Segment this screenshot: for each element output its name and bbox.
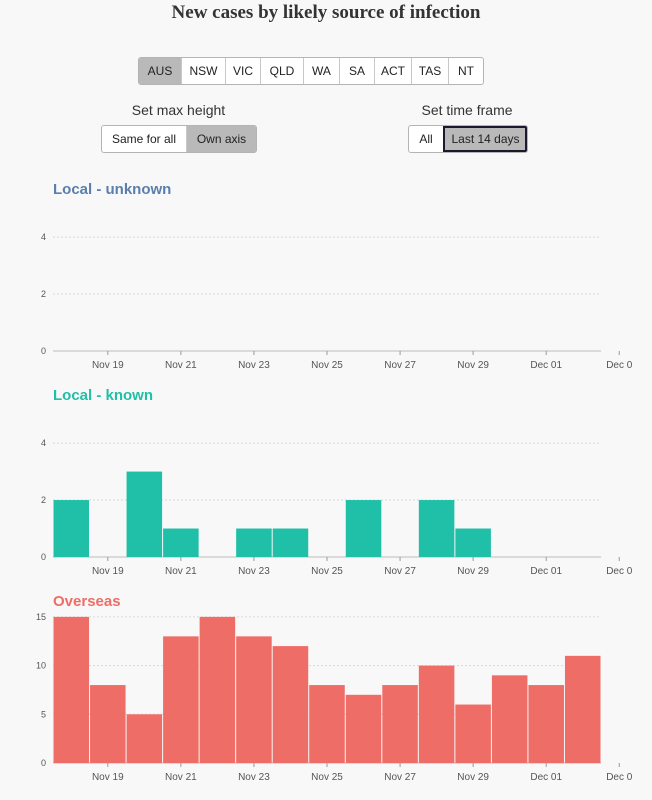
bar-nov-21[interactable]: [163, 636, 199, 763]
x-tick-label: Dec 01: [530, 566, 562, 577]
bar-nov-20[interactable]: [126, 714, 163, 763]
y-tick-label: 5: [41, 709, 46, 719]
regions-option-qld[interactable]: QLD: [260, 58, 303, 84]
bar-nov-30[interactable]: [491, 675, 528, 763]
time-frame-option-all[interactable]: All: [419, 132, 433, 146]
bar-nov-24[interactable]: [272, 646, 309, 763]
y-tick-label: 15: [36, 612, 46, 622]
bar-nov-18[interactable]: [53, 616, 90, 763]
x-tick-label: Dec 0: [606, 772, 633, 783]
bar-nov-29[interactable]: [455, 704, 491, 763]
bar-nov-23[interactable]: [236, 636, 272, 763]
x-tick-label: Dec 01: [530, 772, 562, 783]
y-tick-label: 0: [41, 346, 46, 356]
max-height-label: Set max height: [131, 102, 226, 118]
chart-local-unknown: 0 2 4 Nov 19 Nov 21 Nov 23 Nov 25 Nov 27 Nov 29 D…: [41, 232, 633, 371]
bar-nov-29[interactable]: [455, 528, 491, 557]
x-tick-label: Nov 29: [457, 360, 489, 371]
x-tick-label: Dec 0: [606, 360, 633, 371]
chart-title-local-unknown: Local - unknown: [53, 181, 172, 198]
bar-nov-25[interactable]: [309, 685, 345, 763]
max-height-option-own-axis[interactable]: Own axis: [186, 126, 256, 152]
x-tick-label: Nov 29: [457, 772, 489, 783]
x-tick-label: Dec 0: [606, 566, 633, 577]
x-tick-label: Nov 27: [384, 360, 416, 371]
time-frame-label: Set time frame: [421, 102, 513, 118]
x-tick-label: Nov 21: [165, 566, 197, 577]
page-title: New cases by likely source of infection: [171, 2, 481, 23]
bar-nov-27[interactable]: [382, 685, 418, 763]
bar-dec-01[interactable]: [528, 685, 564, 763]
bar-nov-18[interactable]: [53, 500, 90, 557]
y-tick-label: 0: [41, 552, 46, 562]
bar-dec-02[interactable]: [564, 655, 601, 763]
x-tick-label: Nov 23: [238, 360, 270, 371]
x-tick-label: Nov 25: [311, 360, 343, 371]
chart-title-overseas: Overseas: [53, 593, 121, 610]
bar-nov-20[interactable]: [126, 471, 163, 557]
y-tick-label: 2: [41, 289, 46, 299]
y-tick-label: 0: [41, 758, 46, 768]
bar-nov-28[interactable]: [418, 665, 455, 763]
x-tick-label: Nov 23: [238, 566, 270, 577]
x-tick-label: Nov 23: [238, 772, 270, 783]
x-tick-label: Nov 27: [384, 772, 416, 783]
bar-nov-21[interactable]: [163, 528, 199, 557]
x-tick-label: Nov 25: [311, 566, 343, 577]
regions-option-nsw[interactable]: NSW: [181, 58, 225, 84]
x-tick-label: Nov 19: [92, 360, 124, 371]
x-tick-label: Nov 19: [92, 566, 124, 577]
regions-option-vic[interactable]: VIC: [225, 58, 260, 84]
chart-overseas: 0 5 10 15 Nov 19 Nov 21 Nov 23 Nov 25 Nov 27 Nov …: [36, 612, 633, 783]
y-tick-label: 4: [41, 232, 46, 242]
bar-nov-24[interactable]: [272, 528, 309, 557]
bar-nov-19[interactable]: [90, 685, 126, 763]
bar-nov-26[interactable]: [345, 694, 382, 763]
bar-nov-28[interactable]: [418, 500, 455, 557]
regions-option-aus[interactable]: AUS: [139, 58, 181, 84]
x-tick-label: Nov 19: [92, 772, 124, 783]
x-tick-label: Nov 29: [457, 566, 489, 577]
x-tick-label: Nov 21: [165, 772, 197, 783]
regions-option-tas[interactable]: TAS: [411, 58, 448, 84]
bar-nov-23[interactable]: [236, 528, 272, 557]
x-tick-label: Nov 21: [165, 360, 197, 371]
bar-nov-22[interactable]: [199, 616, 236, 763]
y-tick-label: 10: [36, 661, 46, 671]
regions-option-wa[interactable]: WA: [303, 58, 339, 84]
regions-option-act[interactable]: ACT: [374, 58, 411, 84]
chart-title-local-known: Local - known: [53, 387, 154, 404]
chart-local-known: 0 2 4 Nov 19 Nov 21 Nov 23 Nov 25 Nov 27 Nov 29 D…: [41, 438, 633, 577]
time-frame-selector: All Last 14 days: [408, 125, 528, 153]
max-height-selector: Same for all Own axis: [101, 125, 257, 153]
x-tick-label: Nov 27: [384, 566, 416, 577]
y-tick-label: 4: [41, 438, 46, 448]
regions-option-sa[interactable]: SA: [339, 58, 374, 84]
max-height-option-same-for-all[interactable]: Same for all: [111, 132, 177, 146]
x-tick-label: Nov 25: [311, 772, 343, 783]
y-tick-label: 2: [41, 495, 46, 505]
x-tick-label: Dec 01: [530, 360, 562, 371]
regions-option-nt[interactable]: NT: [448, 58, 483, 84]
region-selector: AUS NSW VIC QLD WA SA ACT TAS NT: [138, 57, 484, 85]
bar-nov-26[interactable]: [345, 500, 382, 557]
time-frame-option-last-14-days[interactable]: Last 14 days: [443, 126, 527, 152]
